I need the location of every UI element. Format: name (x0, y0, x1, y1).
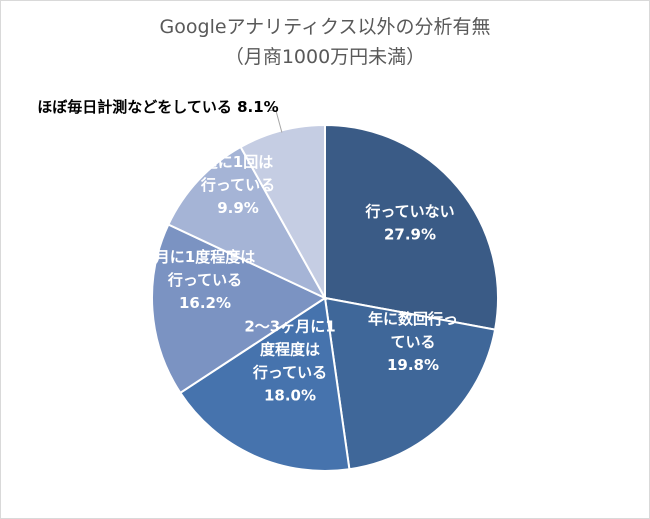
pie-slice-1 (324, 123, 499, 331)
slice-label-2: 年に数回行っている 19.8% (368, 310, 458, 374)
pie-slice-2 (323, 296, 497, 471)
leader-line (267, 110, 283, 133)
chart-subtitle: （月商1000万円未満） (224, 46, 426, 68)
slice-label-6: ほぼ毎日計測などをしている 8.1% (37, 98, 278, 116)
pie-slice-3 (178, 296, 351, 472)
slice-label-5: 週に1回は行っている 9.9% (200, 153, 275, 217)
slice-label-1: 行っていない 27.9% (364, 203, 454, 244)
pie-slice-5 (167, 145, 328, 301)
slice-label-3: 2～3ヶ月に1 度程度は行っている 18.0% (244, 318, 335, 405)
chart-title: Googleアナリティクス以外の分析有無 (159, 16, 491, 38)
pie-slice-4 (151, 223, 328, 395)
slice-label-4: 月に1度程度は行っている 16.2% (154, 248, 255, 312)
